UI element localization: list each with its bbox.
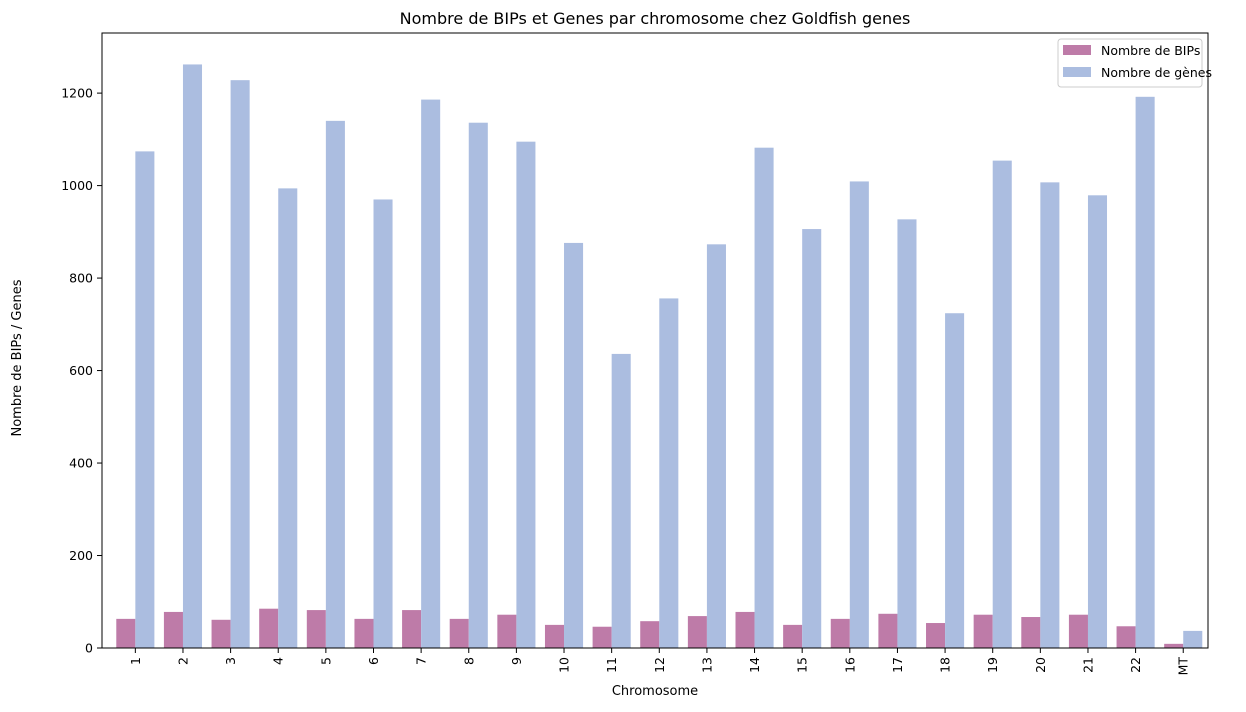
x-tick-label: 10	[557, 657, 572, 673]
bar-genes-19	[992, 160, 1012, 648]
bar-genes-9	[516, 141, 536, 649]
bar-bips-9	[497, 614, 517, 648]
bar-genes-18	[945, 313, 965, 648]
x-tick-label: 21	[1080, 657, 1095, 673]
bar-genes-13	[706, 244, 726, 648]
y-axis-label: Nombre de BIPs / Genes	[10, 279, 25, 436]
bar-bips-20	[1021, 617, 1041, 648]
x-tick-label: 14	[747, 657, 762, 673]
bar-bips-21	[1068, 614, 1088, 648]
x-tick-label: MT	[1176, 657, 1191, 676]
bar-bips-13	[687, 616, 707, 648]
y-tick-label: 1000	[61, 178, 93, 193]
x-tick-label: 4	[271, 657, 286, 665]
legend: Nombre de BIPs Nombre de gènes	[1057, 38, 1212, 88]
x-tick-label: 17	[890, 657, 905, 673]
y-tick-label: 800	[69, 271, 93, 286]
bar-genes-20	[1040, 182, 1060, 649]
bar-genes-3	[230, 80, 250, 649]
bar-genes-6	[373, 199, 393, 648]
bar-bips-15	[783, 624, 803, 648]
x-tick-label: 15	[795, 657, 810, 673]
bar-bips-5	[306, 610, 326, 648]
bar-genes-17	[897, 219, 917, 648]
bar-genes-14	[754, 147, 774, 648]
bar-genes-11	[611, 353, 631, 648]
y-tick-label: 1200	[61, 86, 93, 101]
x-tick-label: 11	[604, 657, 619, 673]
bar-bips-6	[354, 618, 374, 648]
bar-bips-14	[735, 611, 755, 648]
bar-genes-15	[802, 229, 822, 648]
x-tick-label: 20	[1033, 657, 1048, 673]
bar-bips-17	[878, 613, 898, 648]
bar-bips-1	[116, 618, 136, 648]
bar-genes-22	[1135, 96, 1155, 648]
bar-bips-7	[402, 610, 422, 648]
legend-label-genes: Nombre de gènes	[1101, 65, 1212, 80]
y-tick-label: 600	[69, 363, 93, 378]
bar-bips-8	[449, 618, 469, 648]
bar-genes-21	[1087, 195, 1108, 649]
bar-bips-22	[1116, 626, 1136, 648]
bar-bips-19	[973, 614, 993, 648]
bar-genes-16	[849, 181, 869, 648]
bar-genes-10	[564, 242, 584, 648]
x-axis-label: Chromosome	[612, 684, 698, 699]
bar-bips-2	[163, 611, 183, 648]
x-tick-label: 12	[652, 657, 667, 673]
x-tick-label: 3	[223, 657, 238, 665]
x-tick-label: 19	[985, 657, 1000, 673]
x-tick-label: 22	[1128, 657, 1143, 673]
y-tick-label: 400	[69, 456, 93, 471]
legend-box	[1057, 38, 1203, 88]
y-tick-label: 200	[69, 548, 93, 563]
x-tick-label: 6	[366, 657, 381, 665]
plot-frame	[101, 32, 1209, 649]
legend-label-bips: Nombre de BIPs	[1101, 43, 1200, 58]
bar-bips-18	[926, 623, 946, 648]
legend-swatch-genes	[1063, 67, 1091, 77]
bar-genes-8	[468, 122, 488, 648]
x-tick-label: 2	[175, 657, 190, 665]
bar-genes-2	[182, 64, 203, 648]
x-tick-label: 9	[509, 657, 524, 665]
y-tick-label: 0	[85, 641, 93, 656]
bars-layer	[116, 64, 1203, 649]
bar-bips-11	[592, 626, 612, 648]
bar-bips-16	[830, 618, 850, 648]
bar-genes-4	[278, 188, 298, 648]
bar-bips-10	[544, 624, 565, 648]
x-tick-label: 8	[461, 657, 476, 665]
bar-bips-4	[259, 608, 279, 648]
x-tick-label: 13	[699, 657, 714, 673]
bar-bips-3	[211, 619, 231, 648]
bar-genes-MT	[1183, 630, 1203, 648]
chart-title: Nombre de BIPs et Genes par chromosome c…	[400, 9, 911, 28]
bar-genes-12	[659, 298, 679, 648]
x-tick-label: 5	[318, 657, 333, 665]
x-tick-label: 1	[128, 657, 143, 665]
legend-swatch-bips	[1063, 45, 1091, 55]
x-tick-label: 7	[414, 657, 429, 665]
bar-bips-12	[640, 621, 660, 648]
x-tick-label: 18	[938, 657, 953, 673]
bar-genes-7	[421, 99, 441, 649]
bar-bips-MT	[1164, 643, 1184, 648]
bar-genes-5	[325, 120, 345, 649]
x-tick-label: 16	[842, 657, 857, 673]
bar-genes-1	[135, 151, 155, 648]
